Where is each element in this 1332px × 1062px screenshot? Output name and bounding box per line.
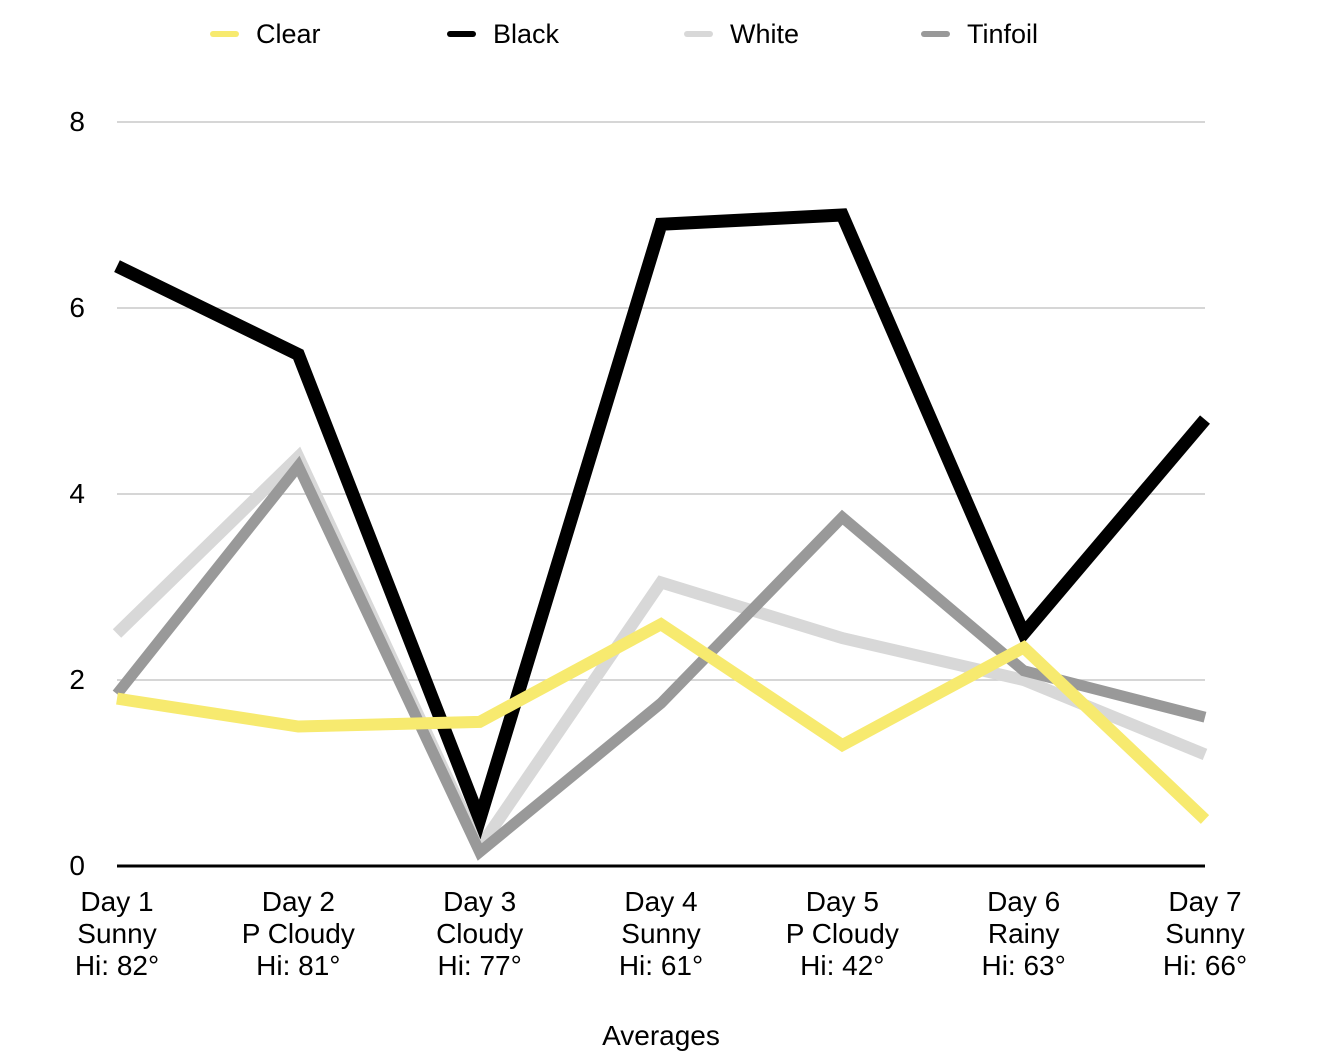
legend-swatch-tinfoil bbox=[921, 31, 950, 37]
x-label-day: Day 7 bbox=[1168, 886, 1242, 917]
x-label-hi: Hi: 77° bbox=[437, 950, 522, 981]
series-line-clear bbox=[116, 617, 1210, 824]
x-label-hi: Hi: 63° bbox=[981, 950, 1066, 981]
x-label-condition: Sunny bbox=[621, 918, 701, 949]
x-label-day-7: Day 7 Sunny Hi: 66° bbox=[1095, 886, 1315, 982]
y-tick-label: 0 bbox=[69, 850, 85, 881]
legend-item-white: White bbox=[684, 20, 799, 48]
legend-swatch-clear bbox=[210, 31, 239, 37]
x-label-condition: P Cloudy bbox=[241, 918, 355, 949]
x-label-condition: Sunny bbox=[77, 918, 157, 949]
x-label-day: Day 3 bbox=[443, 886, 517, 917]
x-axis-title: Averages bbox=[602, 1020, 720, 1051]
legend-swatch-white bbox=[684, 31, 713, 37]
x-label-hi: Hi: 82° bbox=[74, 950, 160, 981]
x-label-day: Day 2 bbox=[261, 886, 335, 917]
series-line-white bbox=[112, 446, 1208, 860]
x-label-day-3: Day 3 Cloudy Hi: 77° bbox=[370, 886, 590, 982]
legend-item-tinfoil: Tinfoil bbox=[921, 20, 1038, 48]
legend-label: White bbox=[730, 19, 800, 49]
legend-label: Black bbox=[493, 19, 560, 49]
x-label-day: Day 1 bbox=[80, 886, 154, 917]
x-label-day: Day 4 bbox=[624, 886, 698, 917]
legend-swatch-black bbox=[447, 31, 476, 37]
y-tick-label: 2 bbox=[69, 664, 85, 695]
legend-item-clear: Clear bbox=[210, 20, 321, 48]
x-label-day: Day 5 bbox=[805, 886, 879, 917]
x-label-day-6: Day 6 Rainy Hi: 63° bbox=[914, 886, 1134, 982]
x-label-condition: P Cloudy bbox=[785, 918, 899, 949]
legend-label: Clear bbox=[256, 19, 321, 49]
x-label-day-1: Day 1 Sunny Hi: 82° bbox=[7, 886, 227, 982]
x-label-condition: Cloudy bbox=[436, 918, 524, 949]
y-tick-label: 4 bbox=[69, 478, 85, 509]
y-tick-label: 8 bbox=[69, 106, 85, 137]
y-tick-label: 6 bbox=[69, 292, 85, 323]
series-line-tinfoil bbox=[112, 455, 1207, 861]
x-label-day-4: Day 4 Sunny Hi: 61° bbox=[551, 886, 771, 982]
legend-item-black: Black bbox=[447, 20, 559, 48]
x-label-day: Day 6 bbox=[987, 886, 1061, 917]
legend-label: Tinfoil bbox=[967, 19, 1039, 49]
series-line-black bbox=[114, 208, 1210, 840]
x-label-condition: Rainy bbox=[987, 918, 1060, 949]
x-label-condition: Sunny bbox=[1165, 918, 1245, 949]
x-label-hi: Hi: 61° bbox=[618, 950, 704, 981]
x-label-hi: Hi: 42° bbox=[800, 950, 885, 981]
x-label-hi: Hi: 81° bbox=[256, 950, 341, 981]
x-label-hi: Hi: 66° bbox=[1162, 950, 1248, 981]
